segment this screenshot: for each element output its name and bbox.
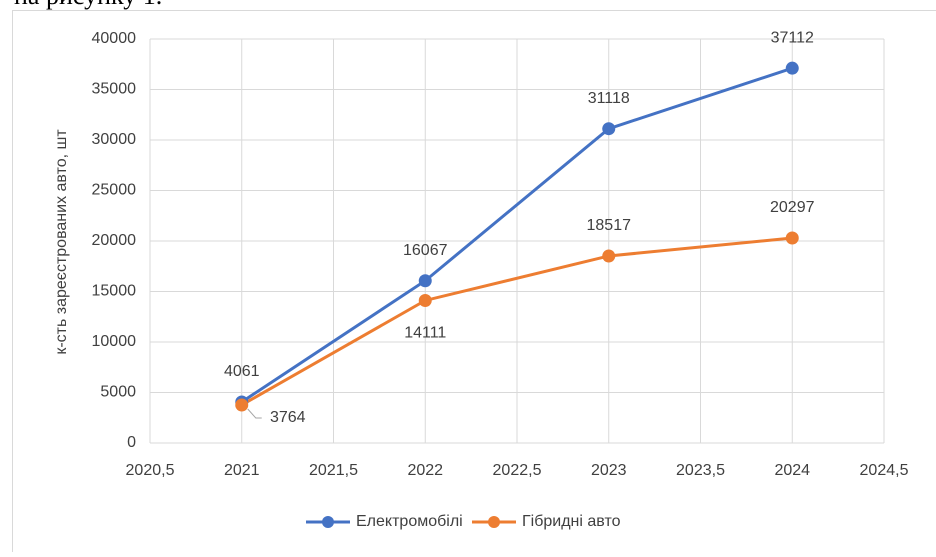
x-tick-label: 2020,5 — [126, 462, 175, 479]
marker — [602, 249, 615, 262]
x-tick-label: 2022 — [407, 462, 443, 479]
x-tick-label: 2024 — [774, 462, 810, 479]
y-tick-label: 0 — [127, 434, 136, 451]
marker — [602, 122, 615, 135]
y-tick-label: 5000 — [100, 384, 136, 401]
y-axis-label: к-сть зареєстрованих авто, шт — [53, 129, 70, 355]
x-tick-label: 2024,5 — [860, 462, 909, 479]
data-label: 3764 — [270, 409, 306, 426]
data-label: 18517 — [587, 217, 632, 234]
data-label: 31118 — [588, 90, 630, 107]
data-label: 16067 — [403, 242, 448, 259]
data-label: 37112 — [771, 29, 814, 46]
y-tick-label: 35000 — [92, 81, 137, 98]
header-text: на рисунку 1. — [14, 0, 162, 10]
legend-label: Гібридні авто — [522, 513, 621, 530]
data-label: 20297 — [770, 199, 815, 216]
data-label: 14111 — [404, 325, 446, 342]
y-tick-label: 15000 — [92, 283, 137, 300]
x-tick-label: 2022,5 — [493, 462, 542, 479]
y-tick-label: 10000 — [92, 333, 137, 350]
marker — [786, 232, 799, 245]
marker — [419, 294, 432, 307]
y-tick-label: 20000 — [92, 232, 137, 249]
legend-marker — [322, 516, 334, 528]
marker — [419, 274, 432, 287]
x-tick-label: 2021,5 — [309, 462, 358, 479]
x-tick-label: 2023 — [591, 462, 627, 479]
y-tick-label: 40000 — [92, 30, 137, 47]
y-tick-label: 30000 — [92, 131, 137, 148]
y-tick-label: 25000 — [92, 182, 137, 199]
marker — [786, 62, 799, 75]
data-label: 4061 — [224, 363, 260, 380]
legend-marker — [488, 516, 500, 528]
x-tick-label: 2021 — [224, 462, 260, 479]
x-tick-label: 2023,5 — [676, 462, 725, 479]
marker — [235, 398, 248, 411]
legend-label: Електромобілі — [356, 513, 463, 530]
